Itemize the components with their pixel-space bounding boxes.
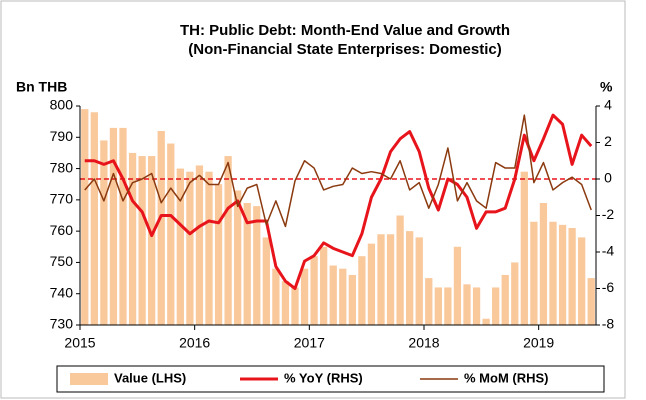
bar	[109, 127, 118, 326]
y-tick-label: 730	[50, 316, 74, 332]
legend-box	[56, 365, 605, 393]
bar	[549, 221, 557, 325]
bar	[367, 243, 376, 325]
bar	[234, 190, 242, 325]
y2-axis-label: %	[600, 79, 613, 95]
bar	[90, 112, 98, 325]
chart-title: TH: Public Debt: Month-End Value and Gro…	[180, 22, 510, 39]
bar	[501, 274, 509, 325]
x-tick-label: 2019	[523, 335, 554, 351]
y-tick-label: 750	[50, 253, 74, 269]
bar	[81, 109, 89, 325]
bar	[205, 171, 213, 325]
bar	[492, 287, 500, 325]
bar	[119, 127, 127, 326]
bar	[472, 287, 481, 325]
bar	[300, 268, 309, 325]
bar	[138, 156, 146, 325]
bar	[377, 234, 385, 325]
bar	[176, 168, 184, 325]
y-tick-label: 790	[50, 128, 74, 144]
y2-tick-label: -4	[602, 243, 615, 259]
bar	[195, 165, 204, 325]
bar	[415, 237, 423, 325]
bar	[291, 287, 299, 325]
bar	[157, 131, 165, 325]
bar	[530, 221, 538, 325]
bar	[310, 256, 318, 325]
y2-tick-label: -8	[602, 316, 615, 332]
x-tick-label: 2017	[294, 335, 325, 351]
y-tick-label: 800	[50, 97, 74, 113]
y-tick-label: 780	[50, 159, 74, 175]
bar	[386, 234, 395, 325]
legend-swatch	[70, 373, 108, 385]
y-tick-label: 760	[50, 222, 74, 238]
bar	[262, 237, 270, 325]
legend-label: % MoM (RHS)	[464, 370, 549, 385]
bar	[281, 281, 290, 325]
bar	[558, 224, 567, 325]
bar	[100, 140, 108, 325]
bar	[214, 184, 223, 325]
y2-tick-label: 0	[604, 170, 612, 186]
y2-tick-label: -2	[602, 206, 615, 222]
bar	[444, 287, 452, 325]
bar	[482, 318, 490, 325]
bar	[320, 246, 328, 325]
bar	[358, 256, 366, 325]
legend-label: Value (LHS)	[114, 370, 186, 385]
bar	[253, 206, 261, 325]
y-axis-label: Bn THB	[16, 79, 67, 95]
legend-label: % YoY (RHS)	[284, 370, 363, 385]
y2-tick-label: 2	[604, 133, 612, 149]
bar	[148, 156, 156, 325]
bar	[186, 171, 194, 325]
bar	[520, 171, 528, 325]
bar	[539, 202, 548, 325]
bar	[243, 202, 251, 325]
bar	[128, 152, 137, 325]
bar	[167, 143, 175, 325]
chart-subtitle: (Non-Financial State Enterprises: Domest…	[188, 41, 501, 58]
bar	[396, 215, 404, 325]
x-tick-label: 2016	[179, 335, 210, 351]
bar	[434, 287, 442, 325]
y2-tick-label: -6	[602, 279, 615, 295]
bar	[348, 274, 356, 325]
y-tick-label: 770	[50, 191, 74, 207]
bar	[463, 284, 471, 325]
bar	[329, 265, 337, 325]
bar	[406, 231, 414, 325]
bar	[587, 278, 595, 325]
line-series	[84, 113, 593, 290]
bar	[453, 246, 462, 325]
bar	[272, 268, 280, 325]
y2-tick-label: 4	[604, 97, 612, 113]
x-tick-label: 2018	[408, 335, 439, 351]
bar	[578, 237, 586, 325]
bar	[568, 228, 576, 325]
bar	[224, 156, 232, 325]
y-tick-label: 740	[50, 284, 74, 300]
bar	[425, 278, 433, 325]
bar	[339, 268, 347, 325]
x-tick-label: 2015	[64, 335, 95, 351]
line-series	[84, 114, 592, 228]
bar	[511, 262, 519, 325]
